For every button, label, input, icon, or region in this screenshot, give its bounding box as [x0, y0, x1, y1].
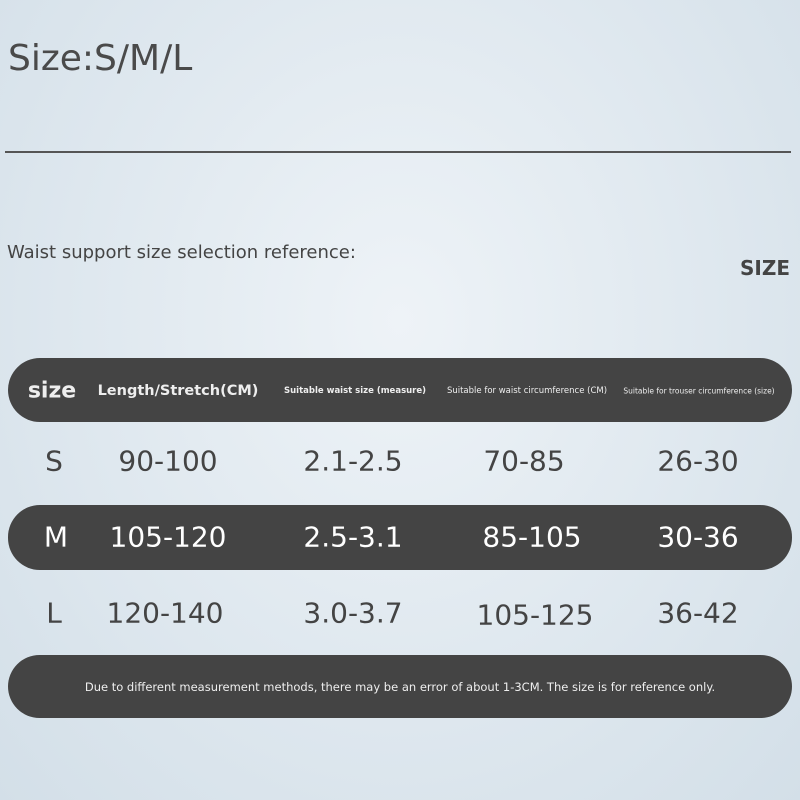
footnote: Due to different measurement methods, th…: [84, 680, 716, 694]
header-waist-circumference: Suitable for waist circumference (CM): [446, 386, 608, 396]
cell-size: L: [46, 596, 62, 630]
cell-waist-size: 2.5-3.1: [303, 520, 403, 554]
table-header: size Length/Stretch(CM) Suitable waist s…: [8, 358, 792, 422]
cell-length: 120-140: [106, 596, 224, 630]
table-row: S 90-100 2.1-2.5 70-85 26-30: [8, 428, 792, 494]
cell-waist-size: 3.0-3.7: [303, 596, 403, 630]
header-trouser: Suitable for trouser circumference (size…: [623, 386, 775, 396]
size-label: SIZE: [739, 256, 790, 280]
cell-trouser: 26-30: [657, 444, 739, 478]
table-row: M 105-120 2.5-3.1 85-105 30-36: [8, 505, 792, 570]
cell-trouser: 30-36: [657, 520, 739, 554]
cell-size: S: [45, 444, 63, 478]
cell-length: 90-100: [118, 444, 218, 478]
cell-waist-circumference: 70-85: [483, 444, 565, 478]
cell-size: M: [43, 520, 69, 554]
cell-waist-circumference: 105-125: [476, 598, 594, 632]
cell-trouser: 36-42: [657, 596, 739, 630]
header-length: Length/Stretch(CM): [97, 383, 259, 399]
header-size: size: [27, 378, 77, 404]
subtitle: Waist support size selection reference:: [7, 242, 356, 263]
header-waist-size: Suitable waist size (measure): [283, 386, 427, 396]
cell-waist-size: 2.1-2.5: [303, 444, 403, 478]
cell-length: 105-120: [109, 520, 227, 554]
divider: [5, 151, 791, 153]
footnote-bar: [8, 655, 792, 718]
page-title: Size:S/M/L: [8, 38, 193, 79]
cell-waist-circumference: 85-105: [482, 520, 582, 554]
table-row: L 120-140 3.0-3.7 105-125 36-42: [8, 580, 792, 646]
